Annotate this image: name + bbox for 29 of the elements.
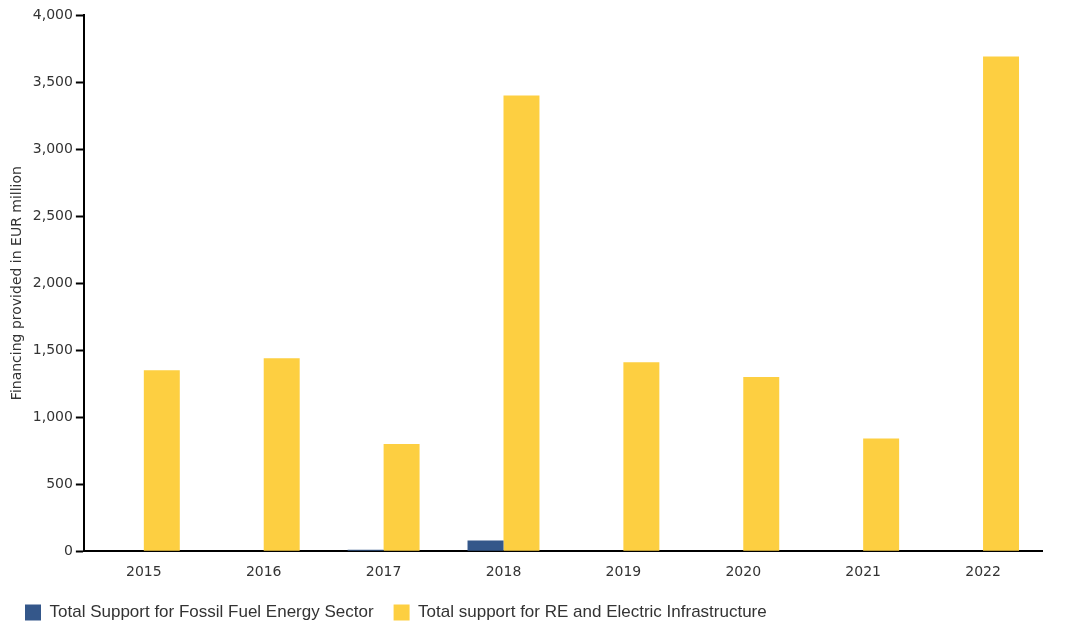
y-axis-title: Financing provided in EUR million	[8, 166, 25, 401]
bar	[467, 540, 504, 551]
y-tick-label: 4,000	[32, 5, 73, 22]
x-tick-label: 2019	[605, 563, 642, 580]
bar	[743, 376, 780, 551]
legend-label: Total support for RE and Electric Infrastructure	[418, 602, 767, 622]
x-tick-label: 2017	[365, 563, 402, 580]
y-tick-label: 1,000	[32, 407, 73, 424]
bar	[143, 370, 180, 551]
x-tick-label: 2018	[485, 563, 522, 580]
x-tick-label: 2020	[725, 563, 762, 580]
y-tick-label: 2,000	[32, 273, 73, 290]
bar	[863, 438, 900, 551]
x-tick-label: 2016	[245, 563, 282, 580]
x-tick-label: 2021	[845, 563, 881, 580]
y-tick-label: 0	[63, 541, 73, 558]
bar	[623, 362, 660, 551]
bar	[503, 95, 540, 551]
bar	[263, 358, 300, 551]
y-tick-label: 3,000	[32, 139, 73, 156]
y-tick-label: 1,500	[32, 340, 73, 357]
y-tick-label: 2,500	[32, 206, 73, 223]
y-tick-label: 500	[46, 474, 73, 491]
x-tick-label: 2015	[126, 563, 162, 580]
bar	[383, 443, 420, 551]
x-tick-label: 2022	[965, 563, 1001, 580]
bar	[983, 56, 1020, 551]
y-tick-label: 3,500	[32, 72, 73, 89]
legend-label: Total Support for Fossil Fuel Energy Sector	[49, 602, 374, 622]
